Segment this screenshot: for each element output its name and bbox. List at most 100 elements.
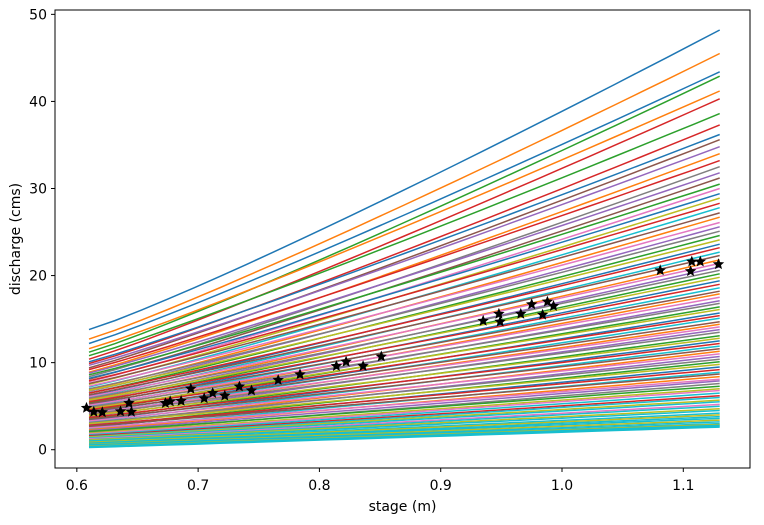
rating-curve-line xyxy=(88,314,720,411)
y-axis-label: discharge (cms) xyxy=(8,182,24,296)
rating-curve-line xyxy=(88,230,720,390)
y-tick-label: 30 xyxy=(29,181,47,197)
rating-curve-line xyxy=(88,388,720,434)
rating-curve-line xyxy=(88,75,721,353)
observation-star-marker xyxy=(330,360,343,371)
rating-curve-line xyxy=(88,283,720,403)
rating-curve-line xyxy=(88,368,720,427)
observation-star-marker xyxy=(357,360,369,371)
rating-curve-line xyxy=(88,262,720,398)
observation-star-marker xyxy=(493,307,505,319)
observation-star-marker xyxy=(340,355,352,367)
rating-curve-line xyxy=(88,52,721,340)
rating-curve-line xyxy=(88,239,720,392)
rating-curve-line xyxy=(88,71,721,345)
rating-curve-line xyxy=(88,426,720,449)
rating-curve-line xyxy=(88,276,720,401)
observation-star-marker xyxy=(159,397,172,408)
rating-curve-line xyxy=(88,342,720,419)
rating-curve-line xyxy=(88,408,720,441)
observation-star-marker xyxy=(494,315,506,327)
rating-curve-line xyxy=(88,417,720,445)
x-tick-label: 1.1 xyxy=(672,478,694,494)
observation-star-marker xyxy=(125,405,138,417)
rating-curve-line xyxy=(88,221,720,387)
rating-curve-line xyxy=(88,192,720,380)
observation-star-marker xyxy=(536,308,549,320)
observation-star-marker xyxy=(654,264,666,276)
rating-curve-line xyxy=(88,409,720,442)
rating-curve-line xyxy=(88,389,720,435)
y-tick-label: 40 xyxy=(29,94,47,110)
rating-curve-line xyxy=(88,246,720,394)
rating-curve-line xyxy=(88,399,720,438)
rating-curve-line xyxy=(88,254,720,396)
rating-curve-line xyxy=(88,29,721,331)
observation-star-marker xyxy=(294,368,306,380)
observation-star-marker xyxy=(114,405,127,417)
observation-star-marker xyxy=(207,387,219,398)
rating-curve-line xyxy=(88,133,720,363)
y-tick-label: 20 xyxy=(29,269,47,285)
observation-star-marker xyxy=(694,255,706,267)
rating-curve-line xyxy=(88,373,720,427)
rating-curve-line xyxy=(88,172,720,374)
observation-star-marker xyxy=(541,295,554,307)
observation-star-marker xyxy=(547,300,560,311)
observation-star-marker xyxy=(712,258,725,270)
rating-curve-line xyxy=(88,358,720,424)
rating-curve-line xyxy=(88,394,720,437)
rating-curve-line xyxy=(88,414,720,444)
y-tick-label: 0 xyxy=(38,443,47,459)
curves-group xyxy=(88,29,721,449)
observation-star-marker xyxy=(185,382,197,394)
rating-curve-line xyxy=(88,392,720,436)
y-tick-label: 10 xyxy=(29,356,47,372)
x-tick-label: 0.6 xyxy=(66,478,88,494)
observation-star-marker xyxy=(164,395,176,407)
rating-curve-line xyxy=(88,347,720,420)
rating-curve-line xyxy=(88,139,720,369)
observation-star-marker xyxy=(96,406,108,418)
axes-box xyxy=(54,9,751,469)
observation-star-marker xyxy=(515,307,527,319)
observation-star-marker xyxy=(684,265,697,277)
observation-star-marker xyxy=(175,395,187,406)
observation-star-marker xyxy=(526,298,538,310)
x-tick-label: 0.9 xyxy=(430,478,452,494)
rating-curve-line xyxy=(88,145,720,367)
observation-star-marker xyxy=(198,392,210,404)
x-tick-label: 1.0 xyxy=(551,478,573,494)
rating-curve-line xyxy=(88,378,720,429)
y-tick-label: 50 xyxy=(29,7,47,23)
observation-star-marker xyxy=(123,397,135,408)
rating-curve-line xyxy=(88,202,720,382)
observation-star-marker xyxy=(477,314,489,326)
x-tick-label: 0.7 xyxy=(187,478,209,494)
rating-curve-line xyxy=(88,183,720,376)
observation-star-marker xyxy=(88,405,100,417)
rating-curve-line xyxy=(88,212,720,385)
rating-curve-line xyxy=(88,337,720,417)
rating-curve-line xyxy=(88,98,721,360)
rating-curve-line xyxy=(88,234,720,394)
x-axis-label: stage (m) xyxy=(368,499,437,515)
observation-star-marker xyxy=(219,389,231,401)
rating-curve-line xyxy=(88,290,720,405)
rating-curve-line xyxy=(88,422,720,447)
rating-curve-line xyxy=(88,353,720,422)
observation-star-marker xyxy=(245,384,258,396)
observation-star-marker xyxy=(272,374,284,385)
observation-star-marker xyxy=(686,255,698,267)
rating-curve-line xyxy=(88,159,720,371)
rating-curve-line xyxy=(88,302,720,408)
rating-curve-line xyxy=(88,269,720,400)
rating-curve-line xyxy=(88,380,720,432)
rating-curve-line xyxy=(88,403,720,440)
observation-star-marker xyxy=(233,380,246,392)
rating-curve-line xyxy=(88,331,720,415)
rating-curve-line xyxy=(88,112,720,357)
rating-curve-line xyxy=(88,326,720,414)
